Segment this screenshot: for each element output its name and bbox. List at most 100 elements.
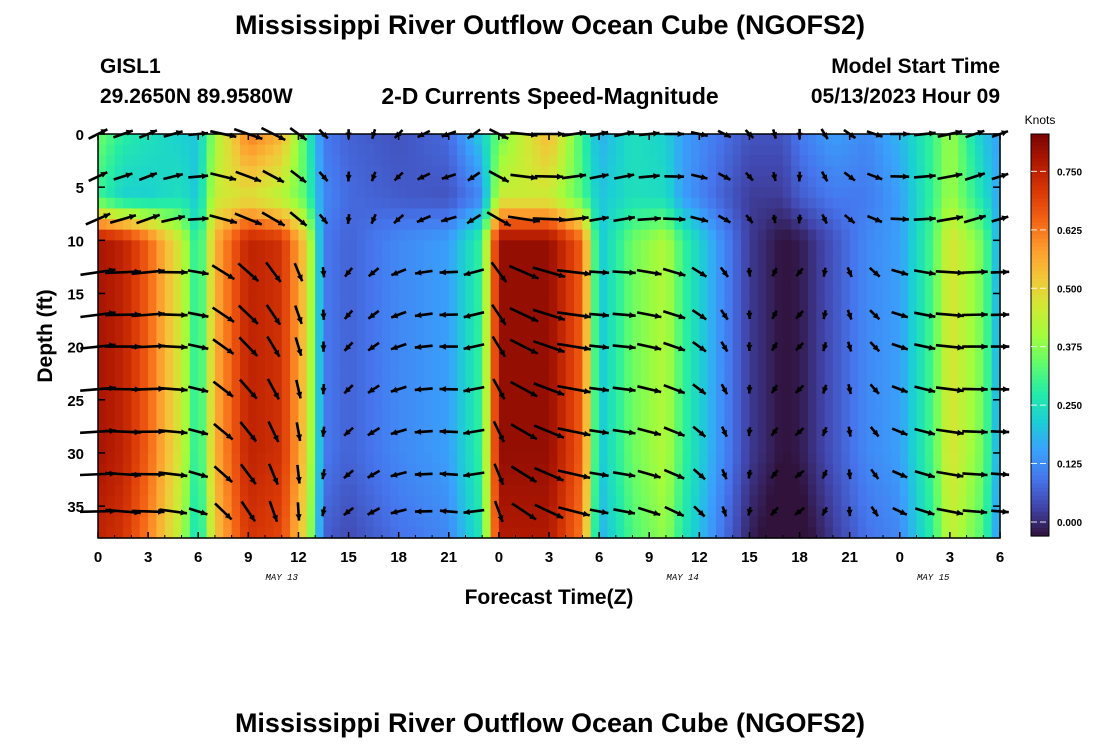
heatmap-cell [356, 389, 366, 401]
heatmap-cell [724, 208, 734, 220]
heatmap-cell [239, 399, 249, 412]
heatmap-cell [356, 516, 366, 528]
heatmap-cell [607, 463, 617, 475]
heatmap-cell [390, 176, 400, 188]
heatmap-cell [281, 378, 291, 390]
heatmap-cell [766, 421, 776, 433]
heatmap-cell [398, 134, 408, 146]
heatmap-cell [741, 293, 751, 305]
heatmap-cell [682, 389, 692, 401]
heatmap-cell [164, 367, 174, 380]
heatmap-cell [331, 367, 341, 380]
heatmap-cell [824, 304, 834, 316]
heatmap-cell [883, 336, 893, 348]
heatmap-cell [164, 219, 174, 231]
heatmap-cell [348, 208, 358, 220]
heatmap-cell [381, 304, 391, 316]
heatmap-cell [941, 282, 951, 295]
heatmap-cell [724, 261, 734, 273]
heatmap-cell [532, 506, 542, 518]
heatmap-cell [774, 304, 784, 316]
vector-head [254, 176, 261, 182]
heatmap-cell [265, 346, 274, 358]
heatmap-cell [774, 165, 784, 178]
heatmap-cell [198, 208, 208, 220]
heatmap-cell [690, 336, 700, 348]
heatmap-cell [164, 272, 174, 284]
heatmap-cell [515, 367, 525, 380]
heatmap-cell [448, 219, 458, 231]
heatmap-cell [849, 219, 859, 231]
heatmap-cell [632, 272, 642, 284]
heatmap-cell [223, 176, 233, 188]
heatmap-cell [365, 272, 375, 284]
heatmap-cell [248, 250, 258, 263]
heatmap-cell [164, 155, 174, 167]
heatmap-cell [290, 261, 300, 273]
heatmap-cell [699, 240, 709, 252]
heatmap-cell [540, 346, 550, 358]
current-vector [532, 308, 566, 322]
heatmap-cell [98, 314, 107, 326]
heatmap-cell [891, 442, 901, 454]
heatmap-cell [206, 282, 216, 295]
current-vector [771, 267, 778, 277]
heatmap-cell [465, 314, 475, 326]
heatmap-cell [381, 463, 391, 475]
heatmap-cell [465, 474, 475, 486]
heatmap-cell [340, 134, 350, 146]
heatmap-cell [816, 516, 826, 528]
heatmap-cell [632, 389, 642, 401]
heatmap-cell [348, 229, 358, 241]
heatmap-cell [114, 219, 124, 231]
heatmap-cell [949, 282, 959, 295]
heatmap-cell [916, 325, 926, 337]
heatmap-cell [883, 144, 893, 156]
heatmap-cell [757, 431, 767, 443]
heatmap-cell [665, 187, 675, 199]
heatmap-cell [498, 399, 508, 412]
heatmap-cell [331, 250, 341, 263]
heatmap-cell [724, 304, 734, 316]
heatmap-cell [231, 389, 241, 401]
vector-head [530, 348, 538, 354]
heatmap-cell [298, 155, 308, 167]
heatmap-cell [465, 431, 475, 443]
heatmap-cell [298, 208, 308, 220]
heatmap-cell [290, 410, 300, 422]
heatmap-cell [615, 229, 625, 241]
heatmap-cell [223, 367, 233, 380]
heatmap-cell [298, 314, 308, 326]
heatmap-cell [440, 474, 450, 486]
heatmap-cell [365, 261, 375, 273]
heatmap-cell [582, 463, 592, 475]
heatmap-cell [156, 197, 166, 210]
heatmap-cell [457, 176, 467, 188]
heatmap-cell [933, 325, 943, 337]
heatmap-cell [173, 431, 183, 443]
heatmap-cell [565, 134, 575, 146]
heatmap-cell [390, 389, 400, 401]
heatmap-cell [899, 431, 909, 443]
heatmap-cell [807, 357, 817, 369]
heatmap-cell [490, 314, 500, 326]
heatmap-cell [824, 474, 834, 486]
heatmap-cell [724, 144, 734, 156]
current-vector [493, 500, 504, 523]
heatmap-cell [265, 134, 274, 146]
heatmap-cell [590, 314, 600, 326]
heatmap-cell [924, 176, 934, 188]
vector-head [499, 349, 505, 357]
vector-head [201, 173, 209, 180]
heatmap-cell [549, 495, 558, 507]
heatmap-cell [974, 474, 984, 486]
heatmap-cell [991, 293, 1001, 305]
heatmap-cell [866, 240, 876, 252]
heatmap-cell [549, 367, 558, 380]
heatmap-cell [340, 208, 350, 220]
vector-head [795, 428, 803, 436]
heatmap-cell [523, 272, 533, 284]
heatmap-cell [340, 378, 350, 390]
heatmap-cell [590, 336, 600, 348]
heatmap-cell [690, 357, 700, 369]
